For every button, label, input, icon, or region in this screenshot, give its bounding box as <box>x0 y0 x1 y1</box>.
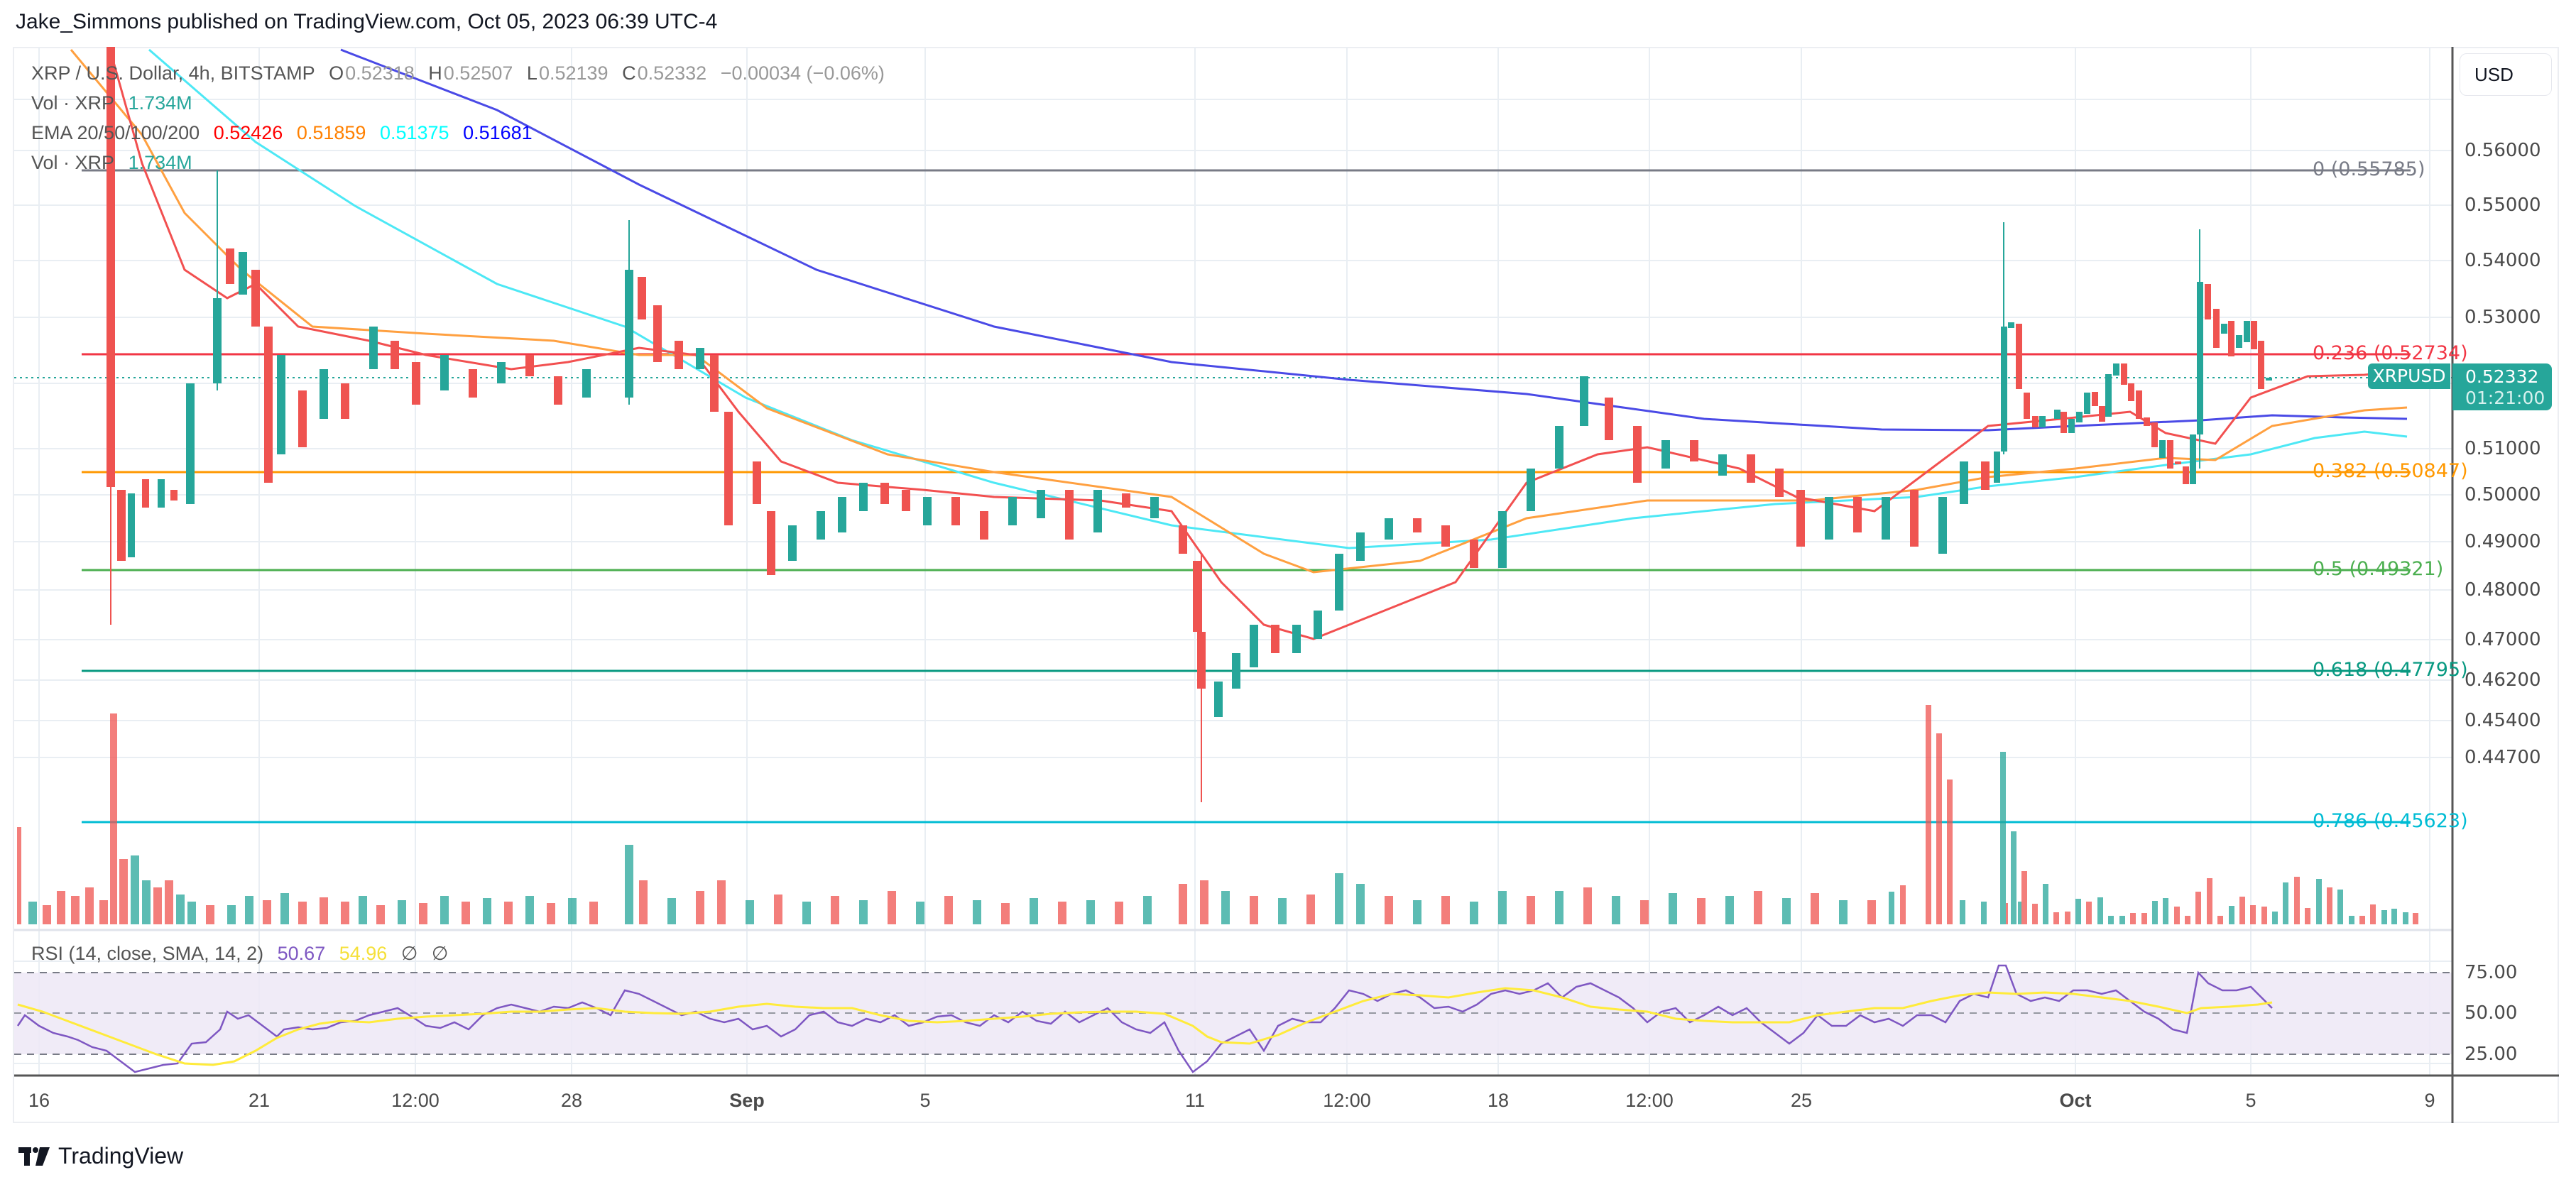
rsi-sma-value: 54.96 <box>339 943 388 964</box>
price-tick: 0.49000 <box>2465 531 2541 552</box>
time-tick: 5 <box>919 1090 931 1111</box>
time-tick: 16 <box>28 1090 50 1111</box>
price-tick: 0.51000 <box>2465 438 2541 459</box>
last-price-tag: 0.52332 01:21:00 <box>2452 363 2552 410</box>
close-value: 0.52332 <box>637 62 707 84</box>
rsi-tick: 25.00 <box>2465 1044 2518 1065</box>
volume-bars <box>17 705 2418 924</box>
ema-legend[interactable]: EMA 20/50/100/200 0.52426 0.51859 0.5137… <box>31 122 541 144</box>
candlesticks <box>107 47 2272 802</box>
rsi-value: 50.67 <box>277 943 326 964</box>
fib-label-0236: 0.236 (0.52734) <box>2313 342 2468 364</box>
time-tick: 25 <box>1790 1090 1813 1111</box>
volume-value: 1.734M <box>128 152 192 173</box>
high-value: 0.52507 <box>443 62 513 84</box>
time-tick: 5 <box>2245 1090 2256 1111</box>
ema200-line <box>340 48 2408 432</box>
symbol-title: XRP / U.S. Dollar, 4h, BITSTAMP <box>31 62 315 84</box>
rsi-tick: 75.00 <box>2465 962 2518 983</box>
fib-retracement[interactable] <box>82 169 2411 824</box>
publisher-header: Jake_Simmons published on TradingView.co… <box>16 10 718 33</box>
rsi-na-1: ∅ <box>400 943 418 964</box>
open-value: 0.52318 <box>345 62 415 84</box>
close-label: C <box>622 62 636 84</box>
ema100-value: 0.51375 <box>379 122 449 143</box>
ema100-line <box>148 48 2408 549</box>
price-tick: 0.46200 <box>2465 669 2541 691</box>
rsi-line <box>16 964 2273 1073</box>
tradingview-brand[interactable]: TradingView <box>18 1143 183 1169</box>
volume-legend-2[interactable]: Vol · XRP 1.734M <box>31 152 201 174</box>
low-value: 0.52139 <box>538 62 608 84</box>
price-tick: 0.56000 <box>2465 140 2541 161</box>
rsi-legend[interactable]: RSI (14, close, SMA, 14, 2) 50.67 54.96 … <box>31 943 457 965</box>
rsi-label: RSI (14, close, SMA, 14, 2) <box>31 943 264 964</box>
price-tick: 0.55000 <box>2465 195 2541 216</box>
time-tick: 21 <box>248 1090 271 1111</box>
time-tick-month: Oct <box>2059 1090 2092 1111</box>
fib-label-0382: 0.382 (0.50847) <box>2313 460 2468 482</box>
price-tick: 0.44700 <box>2465 747 2541 768</box>
chart-frame <box>13 47 2559 1123</box>
ema50-value: 0.51859 <box>296 122 366 143</box>
rsi-sma-line <box>17 987 2273 1066</box>
time-tick-month: Sep <box>729 1090 765 1111</box>
ema-label: EMA 20/50/100/200 <box>31 122 200 143</box>
ema200-value: 0.51681 <box>463 122 533 143</box>
time-tick: 9 <box>2424 1090 2435 1111</box>
last-price-value: 0.52332 <box>2465 366 2539 387</box>
price-tick: 0.53000 <box>2465 307 2541 328</box>
grid-lines <box>14 47 2452 1076</box>
time-tick: 12:00 <box>1323 1090 1371 1111</box>
brand-name: TradingView <box>58 1143 184 1169</box>
volume-legend-1[interactable]: Vol · XRP 1.734M <box>31 92 201 114</box>
rsi-na-2: ∅ <box>431 943 449 964</box>
rsi-tick: 50.00 <box>2465 1002 2518 1024</box>
price-tick: 0.47000 <box>2465 629 2541 650</box>
time-tick: 11 <box>1184 1090 1206 1111</box>
open-label: O <box>329 62 344 84</box>
low-label: L <box>526 62 537 84</box>
time-tick: 28 <box>560 1090 583 1111</box>
symbol-price-tag: XRPUSD <box>2368 363 2450 389</box>
bar-countdown: 01:21:00 <box>2465 388 2545 408</box>
price-tick: 0.50000 <box>2465 484 2541 505</box>
fib-label-0: 0 (0.55785) <box>2313 158 2425 180</box>
currency-button[interactable]: USD <box>2460 53 2552 96</box>
price-tick: 0.48000 <box>2465 579 2541 601</box>
time-tick: 12:00 <box>1625 1090 1674 1111</box>
tradingview-logo-icon <box>18 1147 50 1166</box>
high-label: H <box>428 62 442 84</box>
time-tick: 12:00 <box>391 1090 440 1111</box>
price-tick: 0.54000 <box>2465 250 2541 271</box>
fib-label-0786: 0.786 (0.45623) <box>2313 810 2468 832</box>
rsi-pane <box>14 964 2452 1073</box>
volume-label: Vol · XRP <box>31 152 115 173</box>
time-tick: 18 <box>1487 1090 1510 1111</box>
volume-value: 1.734M <box>128 92 192 114</box>
volume-label: Vol · XRP <box>31 92 115 114</box>
fib-label-05: 0.5 (0.49321) <box>2313 558 2444 580</box>
fib-label-0618: 0.618 (0.47795) <box>2313 659 2468 681</box>
ema20-value: 0.52426 <box>213 122 283 143</box>
symbol-legend[interactable]: XRP / U.S. Dollar, 4h, BITSTAMP O0.52318… <box>31 62 893 84</box>
price-tick: 0.45400 <box>2465 710 2541 731</box>
change-value: −0.00034 (−0.06%) <box>720 62 885 84</box>
